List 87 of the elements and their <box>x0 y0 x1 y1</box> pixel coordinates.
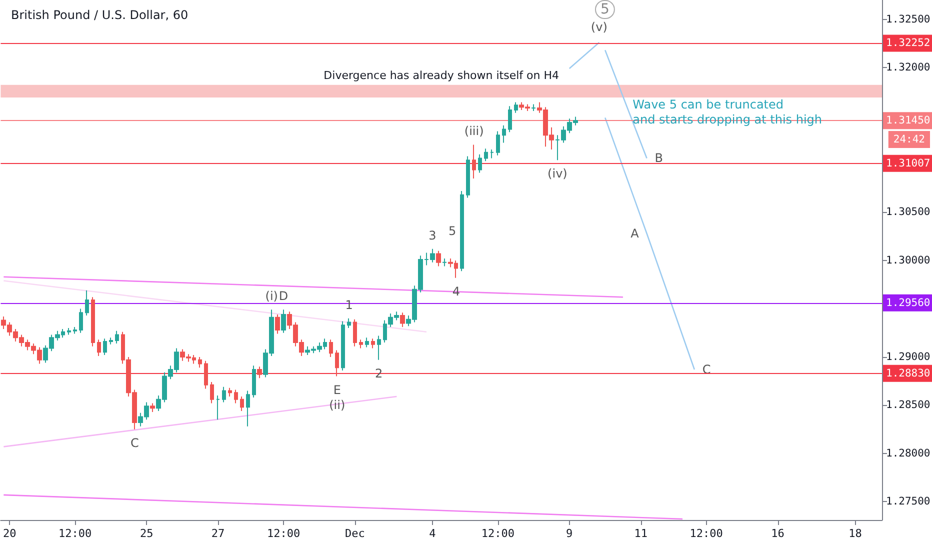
text: (iii) <box>464 124 484 138</box>
x-tick-label: 12:00 <box>481 527 514 540</box>
candlestick <box>496 130 500 156</box>
text: 24:42 <box>893 134 925 146</box>
candlestick <box>240 396 244 412</box>
candlestick <box>502 124 506 144</box>
candlestick <box>478 154 482 174</box>
candlestick <box>73 326 77 334</box>
candlestick <box>198 356 202 368</box>
candlestick <box>210 382 214 404</box>
candlestick <box>400 312 405 328</box>
candlestick <box>97 339 101 356</box>
candlestick <box>490 149 494 159</box>
candlestick <box>531 104 536 112</box>
candlestick <box>222 386 226 403</box>
x-tick-label: 4 <box>429 527 436 540</box>
x-tick-label: 20 <box>2 527 16 540</box>
ref-line-label: 1.29560 <box>886 296 930 309</box>
candlestick <box>103 338 107 356</box>
candlestick <box>150 402 155 412</box>
y-tick-label: 1.27500 <box>886 496 930 508</box>
candlestick <box>466 156 470 198</box>
y-tick-label: 1.30500 <box>886 206 930 218</box>
data-label: A <box>630 226 640 240</box>
candlestick <box>359 339 363 349</box>
candlestick <box>484 148 488 162</box>
x-tick-label: 12:00 <box>266 527 300 540</box>
candlestick <box>377 335 381 360</box>
candlestick <box>204 360 208 390</box>
candlestick <box>329 339 333 358</box>
y-tick-label: 1.28000 <box>886 447 930 460</box>
candlestick <box>79 308 83 334</box>
candlestick <box>335 350 339 377</box>
candlestick <box>514 102 518 114</box>
candlestick <box>371 338 375 349</box>
text: 5 <box>600 2 610 18</box>
candlestick <box>341 320 345 371</box>
y-tick-label: 1.29000 <box>886 350 930 363</box>
x-tick-label: 16 <box>771 527 784 540</box>
y-tick-label: 1.30000 <box>886 254 930 266</box>
annotation: 5 <box>448 224 456 238</box>
x-tick-label: 11 <box>634 527 648 540</box>
candlestick <box>234 389 238 404</box>
candlestick <box>228 387 232 398</box>
text: C <box>130 436 139 450</box>
candlestick <box>436 250 441 267</box>
candlestick <box>257 366 262 379</box>
text: E (ii) <box>329 382 346 412</box>
y-tick-label: 1.28500 <box>886 399 930 412</box>
text: (i) <box>265 289 278 304</box>
text: British Pound / U.S. Dollar, 60 <box>11 8 188 22</box>
x-tick-label: 25 <box>140 527 154 540</box>
text: (iv) <box>548 166 568 181</box>
x-tick-label: Dec <box>345 527 365 540</box>
candlestick <box>460 190 464 272</box>
candlestick <box>508 106 512 133</box>
candlestick <box>281 309 286 334</box>
text: D <box>278 289 288 304</box>
candlestick <box>216 395 220 420</box>
text: 3 <box>428 228 436 242</box>
candlestick <box>85 290 89 316</box>
ref-line-label: 1.31007 <box>886 157 930 170</box>
band-label: Divergence has already shown itself on H4 <box>324 68 560 82</box>
candlestick <box>442 258 447 267</box>
data-label: B <box>654 151 664 166</box>
candlestick <box>246 390 250 427</box>
x-tick-label: 27 <box>211 527 225 540</box>
candlestick <box>353 318 357 347</box>
x-tick-label: 9 <box>566 527 573 540</box>
ref-line-label: 1.28830 <box>886 367 930 380</box>
y-tick-label: 1.32000 <box>886 62 930 74</box>
candlestick <box>347 318 351 329</box>
data-label: (v) <box>590 20 608 34</box>
candlestick <box>472 144 476 179</box>
candlestick <box>91 296 95 347</box>
y-tick-label: 1.32500 <box>886 13 930 26</box>
x-tick-label: 12:00 <box>690 527 723 540</box>
ref-line-label: 1.32252 <box>886 37 930 50</box>
candlestick <box>67 328 71 336</box>
x-tick-label: 12:00 <box>58 527 92 540</box>
ref-line-label: 1.31450 <box>886 114 930 127</box>
x-tick-label: 18 <box>848 527 862 540</box>
candlestick <box>275 314 280 334</box>
candlestick <box>365 337 369 348</box>
candlestick <box>252 365 256 398</box>
candlestick <box>109 337 113 345</box>
candlestick <box>115 330 119 344</box>
